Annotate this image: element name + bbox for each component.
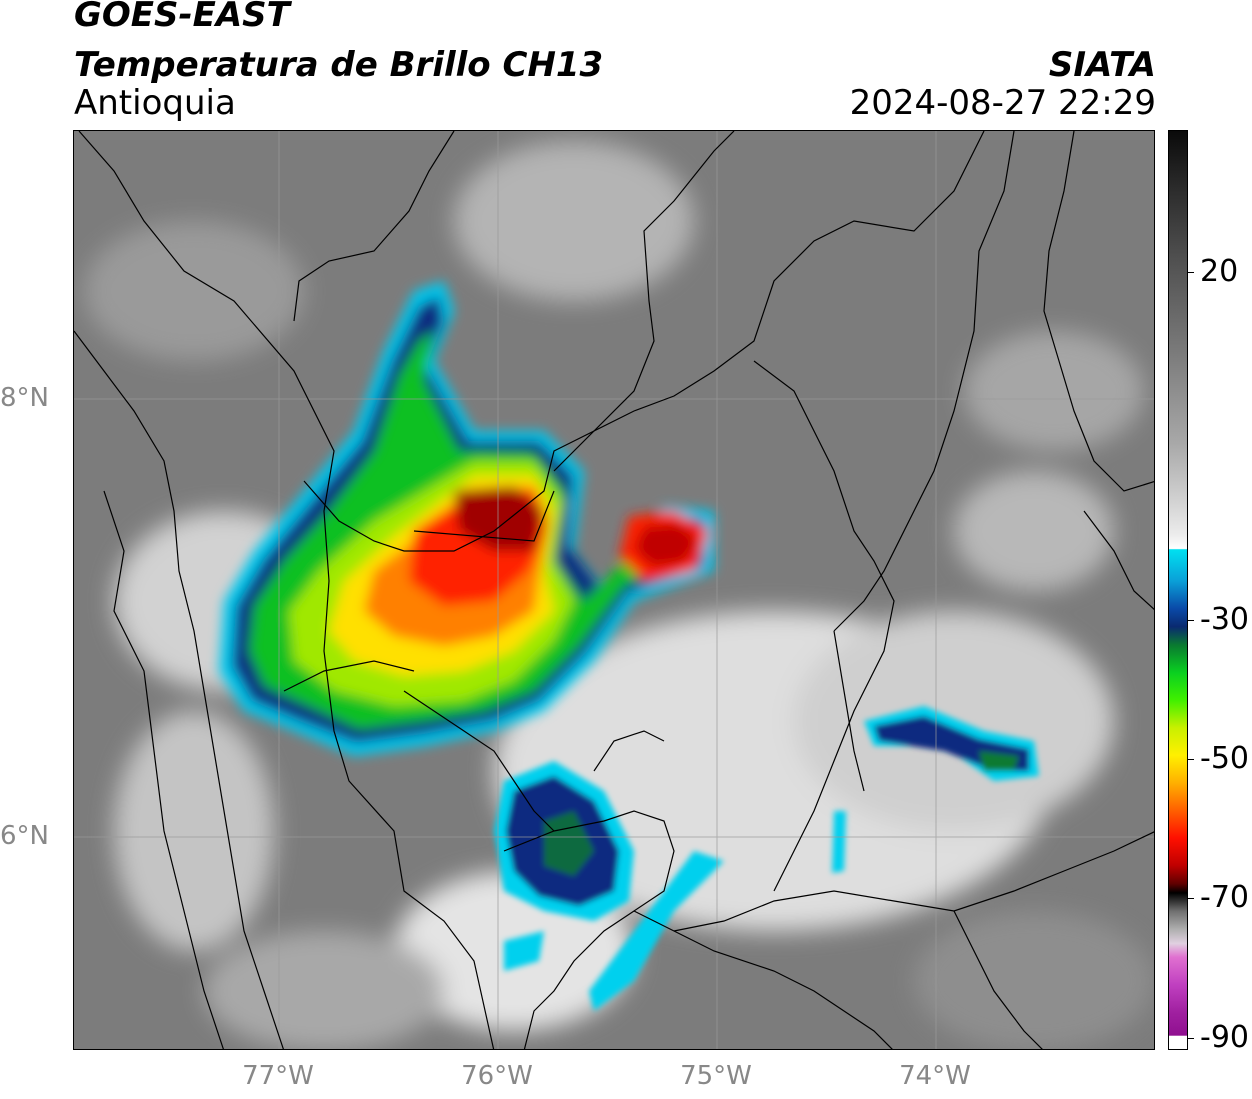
satellite-map[interactable] — [73, 130, 1155, 1050]
lon-label-77w: 77°W — [242, 1061, 314, 1091]
lat-label-8n: 8°N — [0, 383, 49, 413]
temperature-colorbar — [1168, 130, 1188, 1050]
colorbar-label-minus50: -50 — [1200, 741, 1249, 776]
main-convective-system — [219, 281, 714, 756]
colorbar-tick — [1188, 759, 1194, 760]
colorbar-label-minus70: -70 — [1200, 880, 1249, 915]
colorbar-tick — [1188, 272, 1194, 273]
map-title-product: Temperatura de Brillo CH13 — [74, 45, 604, 85]
satellite-map-image — [74, 131, 1154, 1049]
lat-label-6n: 6°N — [0, 821, 49, 851]
map-subtitle-region: Antioquia — [74, 83, 236, 123]
lon-label-74w: 74°W — [899, 1061, 971, 1091]
graticule — [74, 131, 1154, 1049]
southern-convective-cluster — [494, 761, 724, 1011]
agency-label: SIATA — [1048, 45, 1156, 85]
colorbar-label-20: 20 — [1200, 254, 1239, 289]
eastern-convective-band — [832, 706, 1039, 873]
colorbar-tick — [1188, 1038, 1194, 1039]
lon-label-76w: 76°W — [461, 1061, 533, 1091]
colorbar-label-minus90: -90 — [1200, 1020, 1249, 1055]
lon-label-75w: 75°W — [680, 1061, 752, 1091]
timestamp-label: 2024-08-27 22:29 — [849, 83, 1156, 123]
colorbar-label-minus30: -30 — [1200, 602, 1249, 637]
colorbar-tick — [1188, 620, 1194, 621]
colorbar-tick — [1188, 898, 1194, 899]
map-title-satellite: GOES-EAST — [74, 0, 290, 35]
administrative-borders — [74, 131, 1154, 1049]
